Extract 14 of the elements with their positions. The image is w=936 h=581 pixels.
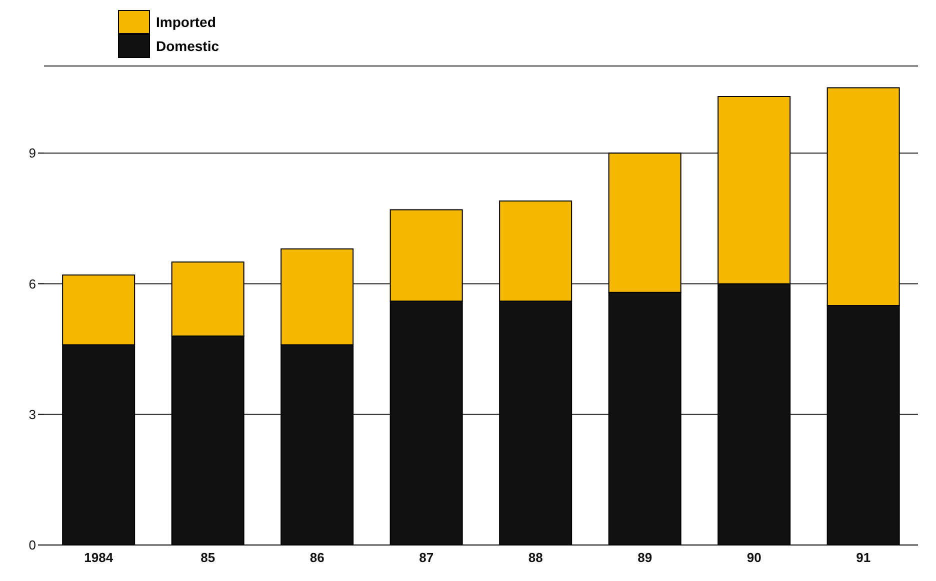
x-tick-label: 87 bbox=[419, 550, 434, 566]
y-tick-label: 3 bbox=[28, 406, 36, 422]
x-tick-label: 91 bbox=[856, 550, 871, 566]
x-tick-label: 88 bbox=[528, 550, 543, 566]
x-tick-label: 90 bbox=[746, 550, 762, 566]
x-tick-label: 89 bbox=[638, 550, 652, 566]
legend-label: Imported bbox=[156, 14, 216, 30]
x-tick-label: 85 bbox=[200, 550, 216, 566]
x-tick-label: 86 bbox=[310, 550, 324, 566]
y-tick-label: 0 bbox=[28, 538, 36, 553]
x-tick-label: 1984 bbox=[84, 550, 114, 566]
y-tick-label: 9 bbox=[28, 146, 36, 161]
y-tick-label: 6 bbox=[28, 276, 36, 292]
legend-label: Domestic bbox=[156, 38, 220, 54]
